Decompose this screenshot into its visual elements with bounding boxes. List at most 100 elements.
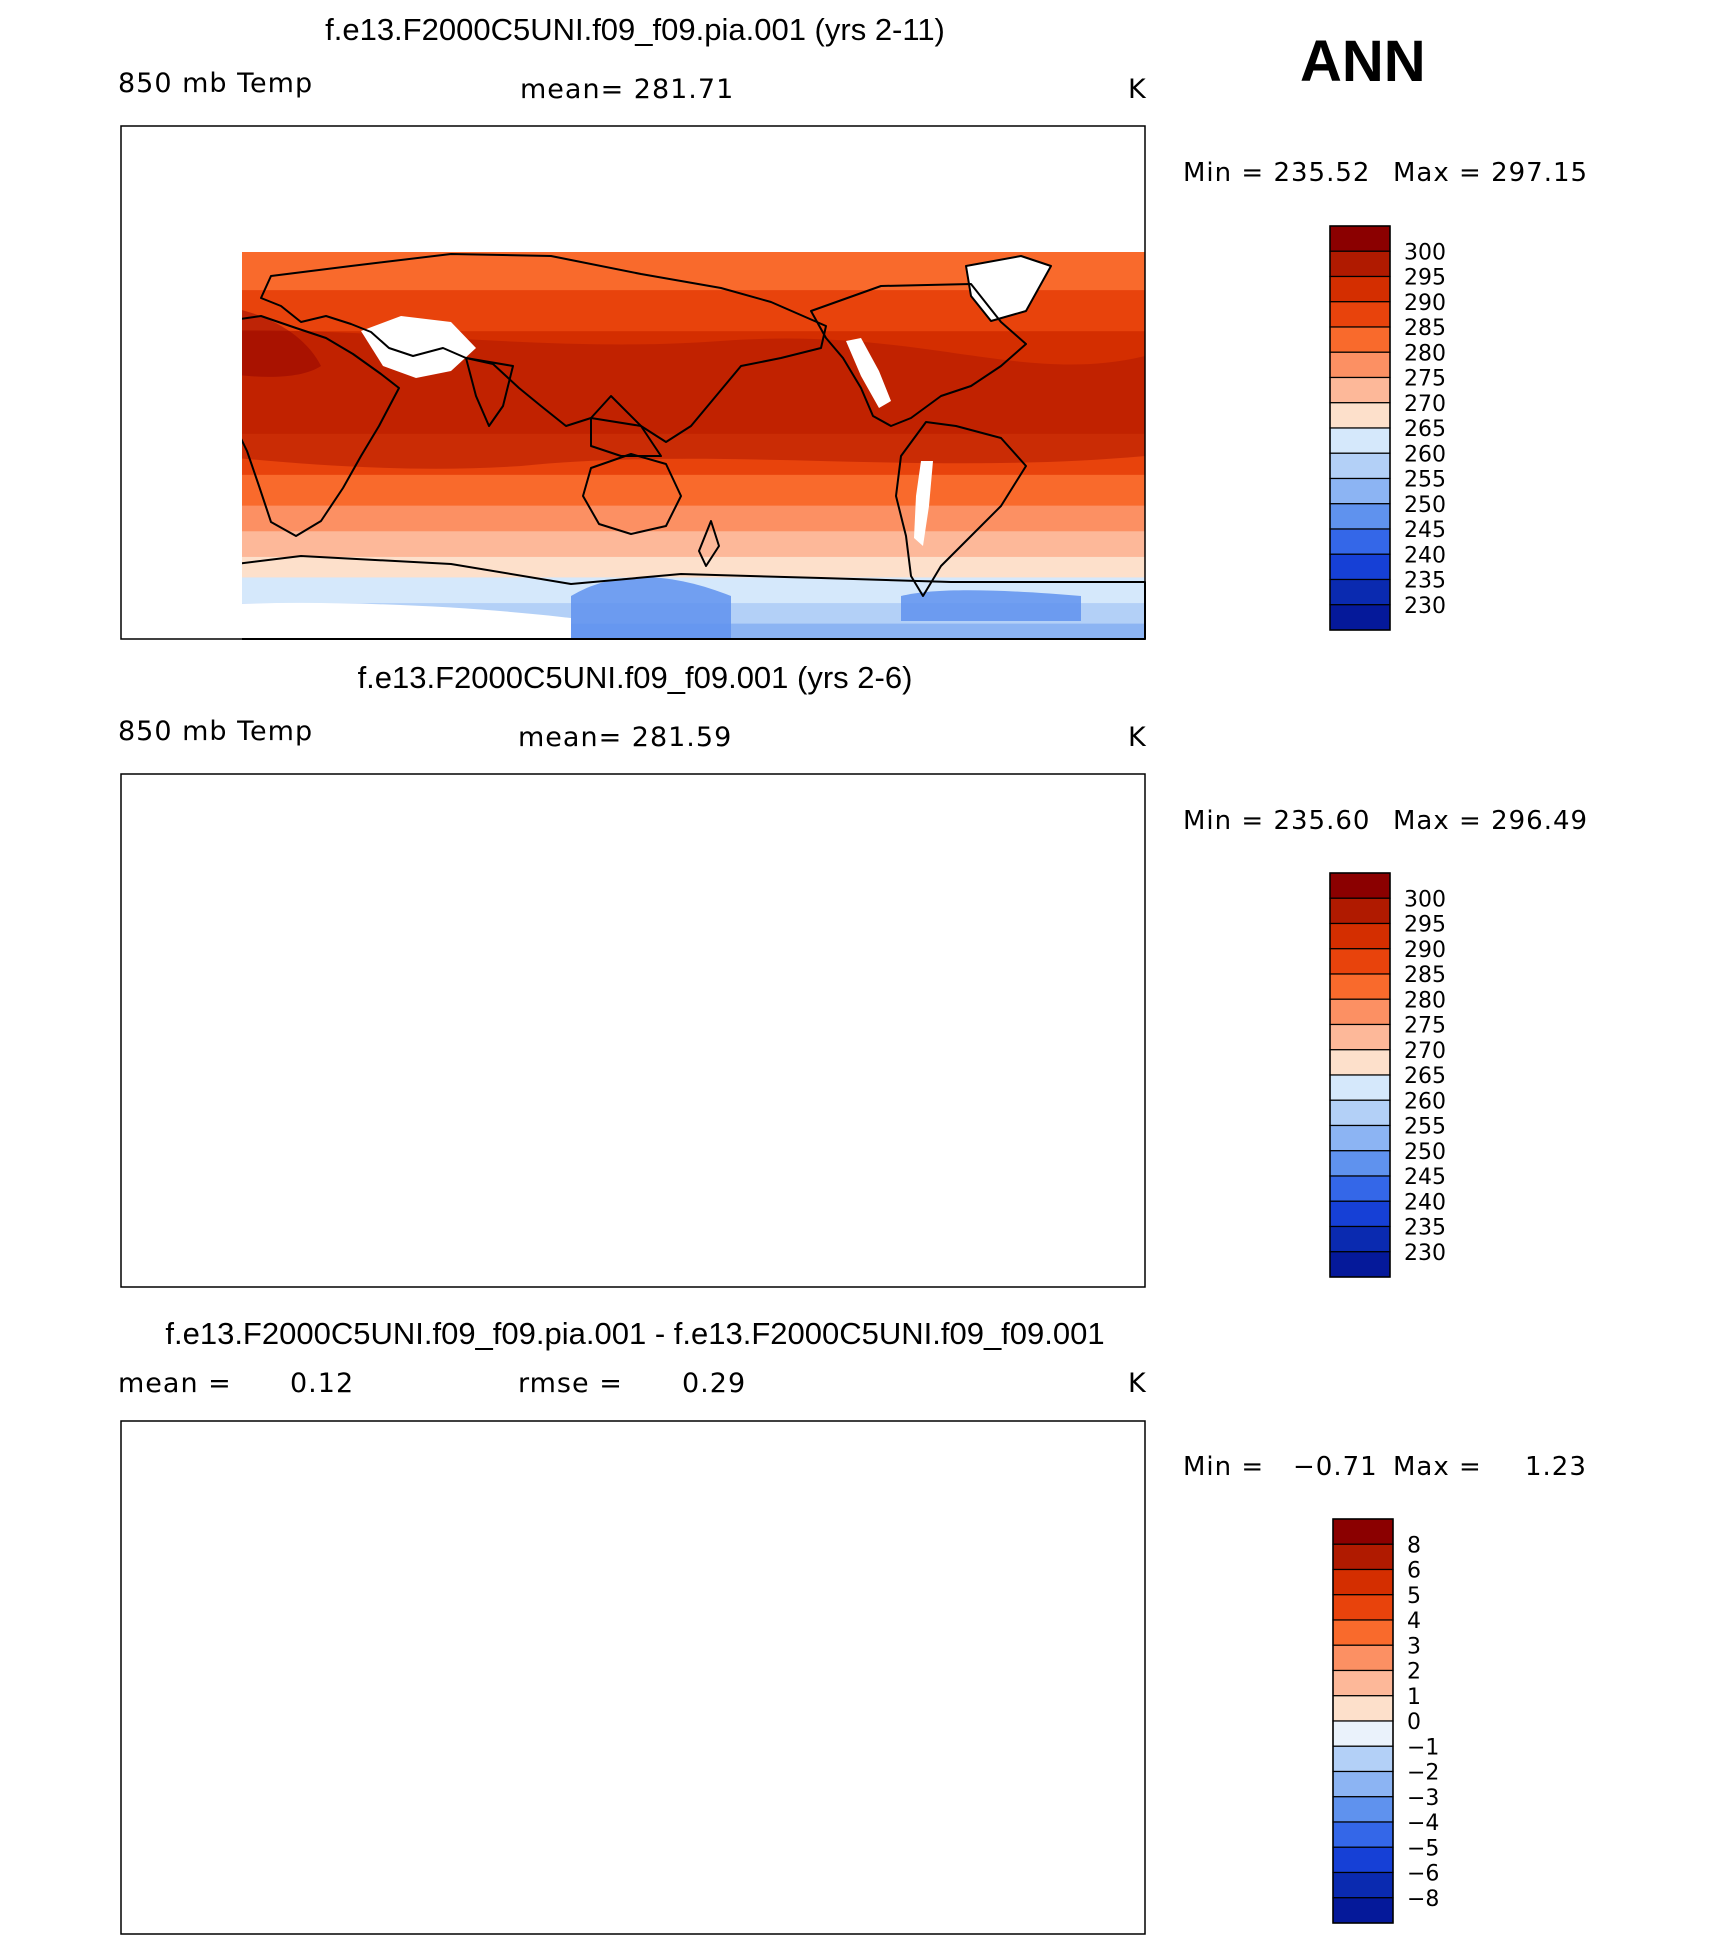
colorbar-label: 280 xyxy=(1404,341,1446,366)
season-label: ANN xyxy=(1300,29,1426,94)
colorbar-label: 2 xyxy=(1407,1660,1421,1685)
colorbar-swatch xyxy=(1332,1594,1394,1621)
colorbar-label: 265 xyxy=(1404,417,1446,442)
colorbar-frame xyxy=(1332,1518,1394,1924)
map-band xyxy=(121,897,1145,939)
coastline-africa xyxy=(242,315,400,537)
negative-anomaly xyxy=(981,1747,1145,1811)
warm-africa xyxy=(242,310,321,377)
colorbar-swatch xyxy=(1329,376,1391,404)
coastline-northamerica xyxy=(810,283,1027,427)
coastline-northamerica xyxy=(811,932,1026,1074)
coastline-africa xyxy=(219,1611,399,1831)
panel-1-max-label: Max = 297.15 xyxy=(1393,158,1589,188)
map-band xyxy=(121,218,1145,250)
panel-1-variable: 850 mb Temp xyxy=(118,68,314,99)
colorbar-label: 255 xyxy=(1404,468,1446,493)
coastline-greenland xyxy=(965,255,1052,322)
colorbar-frame xyxy=(1329,872,1391,1278)
panel-3-map xyxy=(120,1420,1146,1935)
colorbar-swatch xyxy=(1329,452,1391,480)
cold-antarctic-1 xyxy=(571,577,731,639)
masked-greenland xyxy=(966,1551,1051,1616)
coastline-greenland xyxy=(966,1551,1051,1616)
panel-2-max-label: Max = 296.49 xyxy=(1393,806,1589,836)
masked-antarctica xyxy=(121,1898,571,1934)
colorbar-label: 245 xyxy=(1404,518,1446,543)
map-frame xyxy=(120,1420,1146,1935)
map-frame xyxy=(120,125,1146,640)
map-band xyxy=(121,866,1145,898)
panel-3-title: f.e13.F2000C5UNI.f09_f09.pia.001 - f.e13… xyxy=(165,1316,1105,1351)
colorbar-label: 235 xyxy=(1404,569,1446,594)
colorbar-label: 295 xyxy=(1404,913,1446,938)
negative-anomaly xyxy=(741,1578,921,1622)
map-band xyxy=(242,474,1145,507)
colorbar-label: 8 xyxy=(1407,1533,1421,1558)
map-band xyxy=(242,556,1145,579)
colorbar-swatch xyxy=(1332,1619,1394,1646)
coastline-newzealand xyxy=(699,1169,719,1214)
cold-arctic xyxy=(841,126,1145,198)
panel-3-min-value: −0.71 xyxy=(1293,1452,1378,1482)
colorbar-swatch xyxy=(1329,1200,1391,1228)
colorbar-label: 250 xyxy=(1404,493,1446,518)
masked-greenland xyxy=(966,904,1051,969)
map-band xyxy=(242,531,1145,558)
panel-1-map xyxy=(120,125,1146,640)
colorbar-swatch xyxy=(1329,477,1391,505)
colorbar-label: −8 xyxy=(1407,1887,1439,1912)
colorbar-swatch xyxy=(1332,1543,1394,1571)
map-frame xyxy=(120,773,1146,1288)
colorbar-swatch xyxy=(1329,897,1391,925)
coastline-antarctica xyxy=(121,1851,1145,1934)
coastline-australia xyxy=(582,453,682,535)
map-band xyxy=(121,938,1145,980)
colorbar-label: 300 xyxy=(1404,887,1446,912)
negative-anomaly xyxy=(121,1461,421,1505)
colorbar-swatch xyxy=(1329,225,1391,252)
colorbar-label: 255 xyxy=(1404,1115,1446,1140)
colorbar-swatch xyxy=(1332,1897,1394,1924)
negative-anomaly xyxy=(451,1667,721,1739)
map-band xyxy=(121,1123,1145,1155)
colorbar-label: 300 xyxy=(1404,240,1446,265)
colorbar-label: 245 xyxy=(1404,1165,1446,1190)
colorbar-label: 230 xyxy=(1404,594,1446,619)
cold-antarctic-2 xyxy=(901,590,1081,621)
colorbar-swatch xyxy=(1329,1175,1391,1202)
colorbar-swatch xyxy=(1329,427,1391,454)
colorbar-swatch xyxy=(1329,922,1391,950)
coastline-seasia xyxy=(591,1066,661,1104)
colorbar-label: 270 xyxy=(1404,1039,1446,1064)
panel-3-rmse-value: 0.29 xyxy=(682,1368,747,1399)
panel-2-map xyxy=(120,773,1146,1288)
colorbar-label: −5 xyxy=(1407,1836,1439,1861)
masked-plateau xyxy=(361,1611,476,1673)
colorbar-swatch xyxy=(1332,1518,1394,1545)
colorbar-swatch xyxy=(1332,1568,1394,1596)
masked-andes xyxy=(914,1109,933,1194)
map-band xyxy=(121,1082,1145,1124)
map-band xyxy=(121,836,1145,868)
panel-3-mean-value: 0.12 xyxy=(290,1368,355,1399)
colorbar-label: 250 xyxy=(1404,1140,1446,1165)
colorbar-swatch xyxy=(1329,275,1391,303)
colorbar-swatch xyxy=(1329,553,1391,581)
coastline-greenland xyxy=(966,904,1051,969)
colorbar-swatch xyxy=(1329,326,1391,353)
map-band xyxy=(121,1251,1145,1273)
colorbar-swatch xyxy=(1329,973,1391,1000)
panel-1-colorbar: 3002952902852802752702652602552502452402… xyxy=(1329,225,1446,631)
coastline-india xyxy=(465,357,514,427)
map-band xyxy=(121,1205,1145,1227)
panel-3-min-label: Min = xyxy=(1183,1452,1265,1482)
cold-arctic xyxy=(841,774,1145,846)
panel-3-mean-label: mean = xyxy=(118,1368,232,1399)
coastline-australia xyxy=(583,1102,681,1182)
colorbar-swatch xyxy=(1332,1695,1394,1722)
colorbar-label: 275 xyxy=(1404,367,1446,392)
colorbar-swatch xyxy=(1329,872,1391,899)
masked-andes xyxy=(914,1756,933,1841)
